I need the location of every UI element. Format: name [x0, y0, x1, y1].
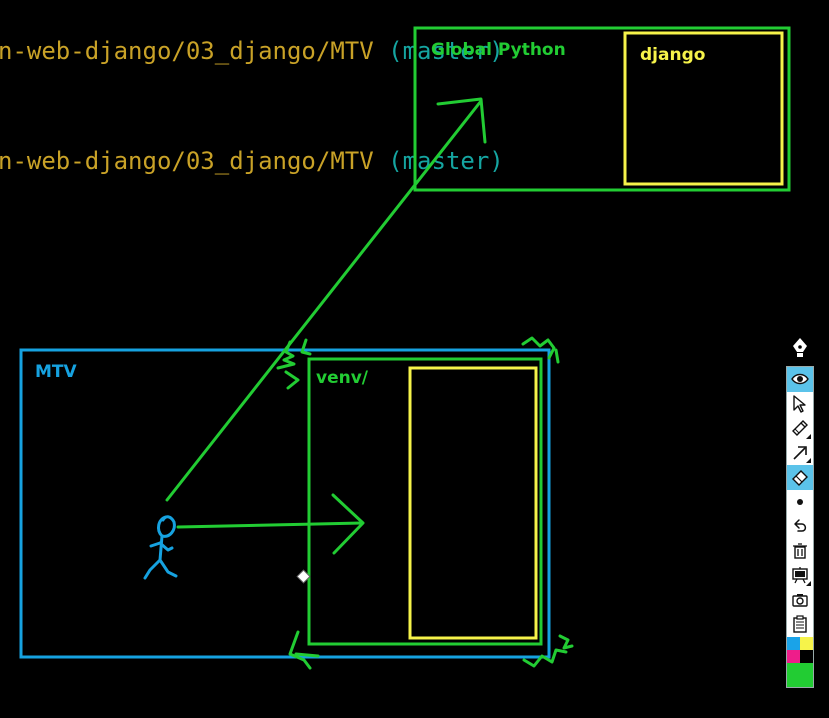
- venv-package-box: [408, 366, 538, 640]
- pen-nib-icon[interactable]: [786, 334, 814, 362]
- stick-figure: [143, 515, 178, 580]
- current-color-swatch[interactable]: [787, 662, 813, 687]
- color-swatch-magenta[interactable]: [787, 649, 800, 663]
- arrow-to-venv: [176, 521, 364, 529]
- arrow-head-venv: [331, 493, 365, 555]
- venv-box: [307, 357, 543, 646]
- terminal-path: n-web-django/03_django/MTV: [0, 147, 374, 175]
- corner-mark-bottom-left: [288, 630, 320, 670]
- color-swatch-yellow[interactable]: [800, 636, 813, 650]
- corner-mark-bottom-right: [522, 634, 574, 668]
- annotation-toolbar: [786, 334, 814, 688]
- camera-icon[interactable]: [787, 588, 813, 613]
- eye-icon[interactable]: [787, 367, 813, 392]
- venv-label: venv/: [316, 368, 369, 388]
- arrow-head-global: [436, 97, 487, 144]
- terminal-path: n-web-django/03_django/MTV: [0, 37, 374, 65]
- terminal-branch: (master): [388, 147, 504, 175]
- highlighter-icon[interactable]: [787, 416, 813, 441]
- undo-icon[interactable]: [787, 514, 813, 539]
- terminal-prompt-line: n-web-django/03_django/MTV (master): [0, 36, 504, 66]
- color-swatch-black[interactable]: [800, 649, 813, 663]
- color-swatch-blue[interactable]: [787, 636, 800, 650]
- trash-icon[interactable]: [787, 539, 813, 564]
- corner-mark-top-right: [521, 336, 560, 364]
- global-python-box: [413, 26, 791, 192]
- eraser-icon[interactable]: [787, 465, 813, 490]
- color-palette: [787, 636, 813, 663]
- eraser-cursor-icon: [296, 569, 311, 584]
- terminal-branch: (master): [388, 37, 504, 65]
- dot-icon[interactable]: [787, 490, 813, 515]
- clipboard-icon[interactable]: [787, 612, 813, 637]
- mtv-box: [19, 348, 551, 659]
- arrow-tool-icon[interactable]: [787, 441, 813, 466]
- cursor-icon[interactable]: [787, 392, 813, 417]
- django-label: django: [640, 45, 706, 65]
- tool-panel: [786, 366, 814, 688]
- board-icon[interactable]: [787, 563, 813, 588]
- mtv-label: MTV: [35, 362, 77, 382]
- global-python-label: Global Python: [431, 40, 566, 60]
- django-box: [623, 31, 784, 186]
- terminal-prompt-line: n-web-django/03_django/MTV (master): [0, 146, 504, 176]
- arrow-to-global-python: [165, 99, 483, 502]
- corner-mark-top-left: [276, 338, 312, 390]
